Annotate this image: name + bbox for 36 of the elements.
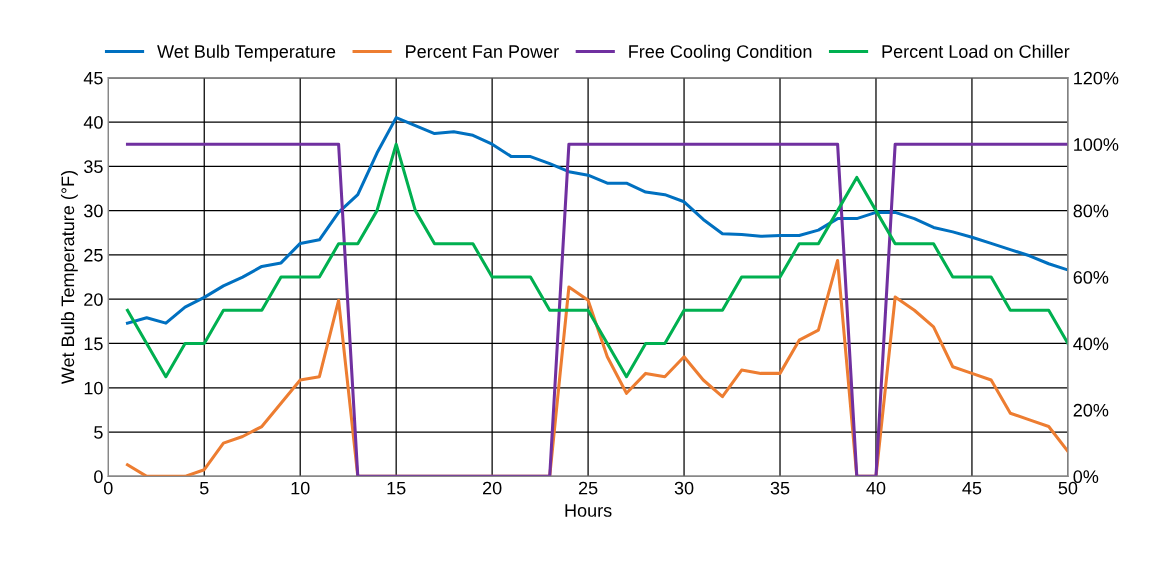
y-tick-label: 20 [84, 293, 103, 306]
y-tick-label: 30 [84, 204, 103, 218]
y-axis-title: Wet Bulb Temperature (°F) [60, 171, 78, 385]
x-axis-title: Hours [565, 504, 612, 517]
x-tick-label: 40 [866, 481, 886, 495]
x-tick-label: 10 [291, 481, 310, 495]
y2-tick-label: 60% [1073, 270, 1109, 284]
y2-tick-label: 80% [1073, 204, 1109, 218]
y-tick-label: 10 [84, 381, 103, 395]
x-tick-label: 20 [483, 481, 502, 495]
line-series [125, 142, 1068, 379]
y-tick-label: 45 [83, 71, 103, 85]
legend-label: Wet Bulb Temperature [157, 44, 336, 62]
line-series [125, 116, 1068, 325]
y2-tick-label: 0% [1073, 470, 1099, 484]
y-tick-label: 15 [84, 337, 103, 351]
y-tick-label: 35 [84, 160, 103, 174]
y-tick-label: 40 [83, 115, 103, 129]
x-tick-label: 5 [199, 481, 209, 495]
x-tick-label: 35 [770, 481, 790, 495]
x-tick-label: 50 [1058, 481, 1078, 495]
y2-tick-label: 40% [1073, 337, 1109, 351]
x-tick-label: 25 [578, 481, 598, 495]
legend-label: Percent Fan Power [406, 45, 559, 58]
x-tick-label: 15 [387, 481, 406, 495]
legend-label: Free Cooling Condition [629, 44, 812, 62]
y-tick-label: 25 [84, 248, 103, 262]
x-tick-label: 45 [962, 481, 982, 495]
y2-tick-label: 20% [1073, 403, 1109, 417]
x-tick-label: 30 [674, 481, 694, 495]
y-tick-label: 0 [94, 470, 103, 484]
y2-tick-label: 120% [1074, 71, 1119, 85]
y-tick-label: 5 [94, 426, 103, 439]
x-tick-label: 0 [103, 481, 113, 495]
legend-label: Percent Load on Chiller [882, 44, 1070, 58]
y2-tick-label: 100% [1074, 138, 1119, 151]
